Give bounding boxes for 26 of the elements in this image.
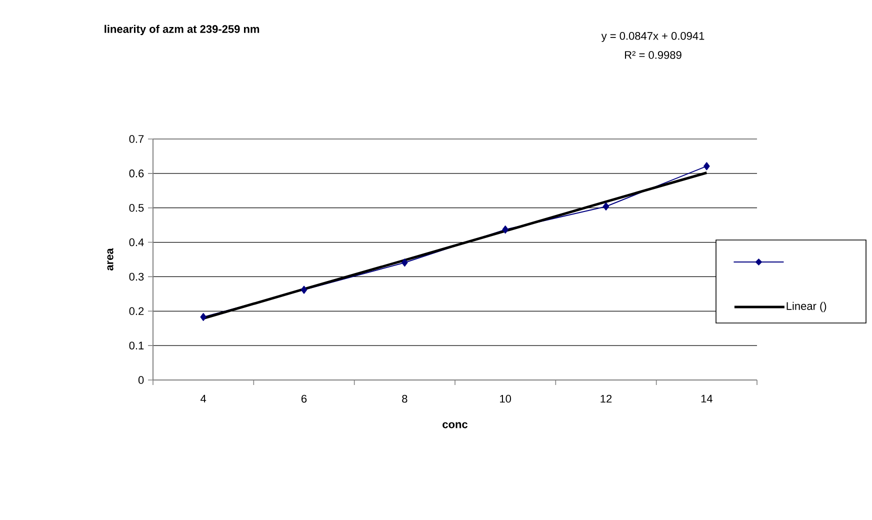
y-tick-label: 0.5 [129, 204, 144, 212]
y-tick-label: 0.3 [129, 272, 144, 281]
x-tick-label: 10 [500, 394, 512, 403]
point [502, 226, 508, 234]
x-tick-label: 12 [600, 394, 612, 403]
text: R² = 0.9989 [625, 51, 682, 59]
x-tick-label: 4 [200, 394, 206, 402]
y-tick-label: 0.1 [129, 342, 144, 350]
point [200, 312, 206, 321]
y-tick-label: 0.7 [129, 135, 144, 143]
point [402, 258, 408, 267]
point [602, 202, 610, 210]
x-tick-label: 14 [701, 394, 712, 402]
y-tick-label: 0.2 [129, 307, 144, 316]
text: y = 0.0847x + 0.0941 [601, 32, 704, 42]
y-tick-label: 0.6 [129, 170, 144, 178]
y-tick-label: 0 [138, 376, 144, 384]
point [300, 286, 308, 294]
y-tick-label: 0.4 [129, 238, 144, 246]
x-axis-title: conc [442, 422, 468, 428]
chart-title: linearity of azm at 239-259 nm [104, 24, 260, 36]
x-tick-label: 8 [402, 394, 408, 403]
y-axis-title: area [107, 248, 114, 270]
legend-label: Linear () [786, 302, 826, 312]
x-tick-label: 6 [302, 394, 307, 403]
point [704, 162, 710, 170]
